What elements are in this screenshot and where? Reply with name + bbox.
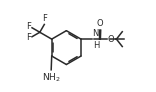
- Text: F: F: [26, 22, 31, 31]
- Text: H: H: [93, 41, 99, 50]
- Text: F: F: [42, 14, 47, 23]
- Text: F: F: [26, 33, 31, 42]
- Text: N: N: [92, 29, 98, 38]
- Text: NH$_2$: NH$_2$: [42, 71, 61, 84]
- Text: O: O: [108, 35, 114, 44]
- Text: O: O: [97, 19, 103, 28]
